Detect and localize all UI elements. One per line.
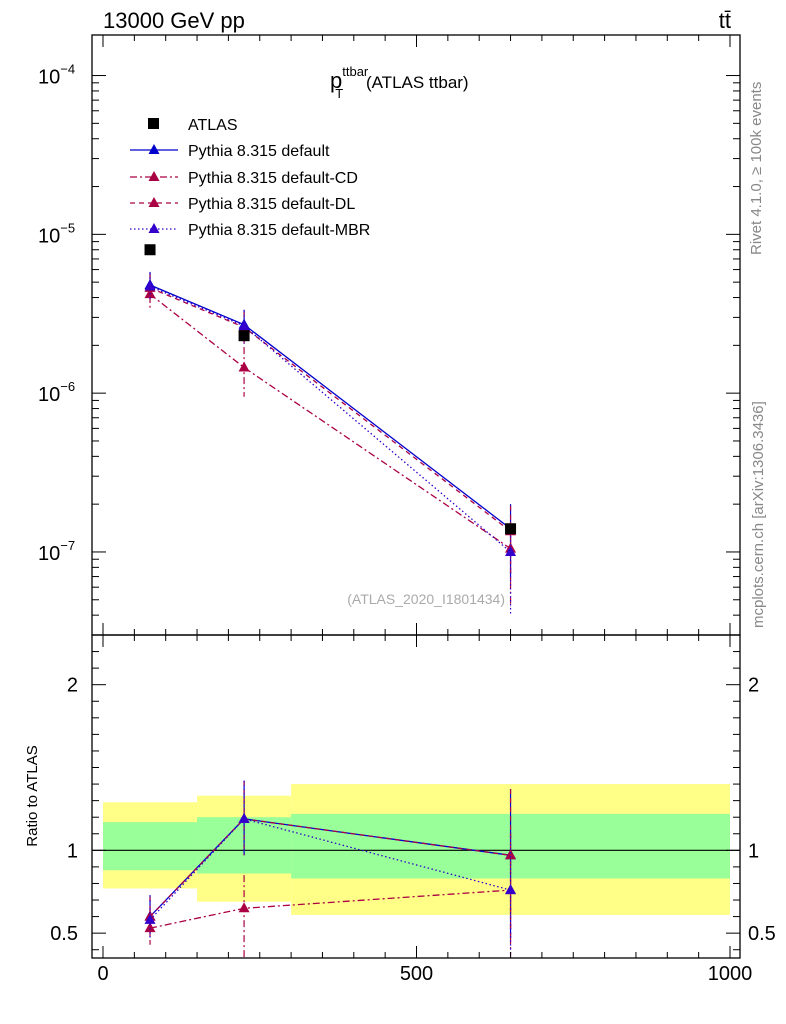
- x-tick-label: 1000: [708, 963, 753, 985]
- legend-label-atlas: ATLAS: [188, 117, 238, 134]
- ratio-ytick-label-left: 1: [67, 840, 78, 862]
- ratio-ytick-label-right: 0.5: [748, 923, 776, 945]
- main-point-cd-1: [238, 361, 250, 372]
- main-data-point-1: [238, 330, 250, 342]
- ytick-exponent: −4: [60, 62, 75, 77]
- title-superscript: ttbar: [342, 64, 369, 79]
- ytick-base: 10: [38, 384, 60, 406]
- main-plot-series: [144, 244, 517, 616]
- legend-marker-dl: [148, 197, 160, 207]
- legend-label-cd: Pythia 8.315 default-CD: [188, 170, 358, 187]
- rivet-version-label: Rivet 4.1.0, ≥ 100k events: [748, 82, 765, 255]
- mcplots-credit-label: mcplots.cern.ch [arXiv:1306.3436]: [750, 401, 767, 628]
- ratio-ylabel: Ratio to ATLAS: [24, 745, 41, 846]
- legend-marker-cd: [148, 171, 160, 181]
- legend-label-mbr: Pythia 8.315 default-MBR: [188, 222, 370, 239]
- main-point-mbr-2: [505, 545, 517, 556]
- main-point-mbr-1: [238, 319, 250, 330]
- plot-title: pttbar T (ATLAS ttbar): [330, 64, 469, 101]
- header-energy-label: 13000 GeV pp: [103, 8, 245, 33]
- ytick-base: 10: [38, 543, 60, 565]
- ratio-ytick-label-right: 2: [748, 675, 759, 697]
- main-line-cd: [149, 293, 511, 550]
- analysis-id-label: (ATLAS_2020_I1801434): [347, 591, 505, 607]
- ytick-exponent: −6: [60, 379, 75, 394]
- ytick-exponent: −5: [60, 220, 75, 235]
- legend: ATLAS Pythia 8.315 default Pythia 8.315 …: [130, 117, 370, 239]
- title-subscript: T: [335, 86, 343, 101]
- main-ytick-label: 10−5: [38, 220, 75, 247]
- x-tick-label: 500: [400, 963, 433, 985]
- ytick-exponent: −7: [60, 538, 75, 553]
- ratio-ytick-label-left: 0.5: [50, 923, 78, 945]
- main-data-point-0: [144, 244, 156, 256]
- legend-label-default: Pythia 8.315 default: [188, 143, 330, 160]
- title-p: p: [330, 68, 342, 93]
- title-rest: (ATLAS ttbar): [361, 73, 468, 92]
- ratio-point-mbr-1: [238, 812, 250, 823]
- header-process-label: tt̄: [719, 8, 731, 33]
- main-ytick-label: 10−4: [38, 62, 75, 89]
- ytick-base: 10: [38, 67, 60, 89]
- legend-marker-default: [148, 144, 160, 154]
- ratio-point-mbr-2: [505, 884, 517, 895]
- legend-marker-atlas: [148, 118, 159, 129]
- main-line-dl: [149, 287, 511, 532]
- ratio-point-mbr-0: [144, 913, 156, 924]
- main-point-mbr-0: [144, 280, 156, 291]
- ratio-point-cd-1: [238, 902, 250, 913]
- ytick-base: 10: [38, 225, 60, 247]
- x-tick-label: 0: [97, 963, 108, 985]
- main-ytick-label: 10−6: [38, 379, 75, 406]
- ratio-plot-series: [144, 780, 517, 958]
- main-ytick-label: 10−7: [38, 538, 75, 565]
- main-line-default: [149, 284, 511, 530]
- ratio-ytick-label-right: 1: [748, 840, 759, 862]
- ratio-point-dl-2: [505, 849, 517, 860]
- ratio-band-green-0: [103, 822, 198, 871]
- legend-marker-mbr: [148, 223, 160, 233]
- legend-label-dl: Pythia 8.315 default-DL: [188, 196, 355, 213]
- ratio-uncertainty-bands: [103, 784, 730, 915]
- main-data-point-2: [505, 523, 517, 535]
- ratio-ytick-label-left: 2: [67, 675, 78, 697]
